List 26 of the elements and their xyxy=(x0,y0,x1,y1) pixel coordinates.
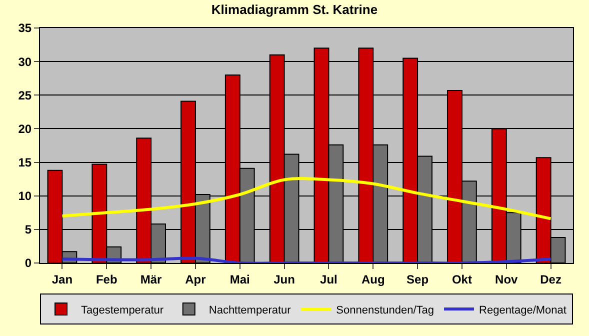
y-tick-label: 20 xyxy=(18,122,32,136)
line-series xyxy=(60,177,552,220)
chart-title: Klimadiagramm St. Katrine xyxy=(211,2,378,18)
y-tick-label: 10 xyxy=(18,189,32,204)
x-tick-label: Mär xyxy=(140,272,162,286)
legend-label: Nachttemperatur xyxy=(208,304,292,316)
x-tick-label: Nov xyxy=(495,272,518,286)
x-tick-label: Jun xyxy=(274,272,295,286)
legend-label: Regentage/Monat xyxy=(479,304,566,316)
x-tick-label: Feb xyxy=(96,272,118,286)
y-tick-label: 5 xyxy=(24,222,32,237)
x-tick-label: Aug xyxy=(361,272,385,286)
x-tick-label: Jul xyxy=(320,272,338,286)
y-tick-label: 35 xyxy=(18,21,32,36)
y-tick-label: 25 xyxy=(18,88,32,102)
legend-label: Tagestemperatur xyxy=(81,304,164,316)
y-tick-label: 0 xyxy=(24,256,32,270)
x-tick-label: Dez xyxy=(540,272,562,286)
y-tick-label: 30 xyxy=(18,54,32,69)
x-tick-label: Okt xyxy=(452,272,472,286)
x-tick-label: Mai xyxy=(230,272,250,286)
x-tick-label: Jan xyxy=(52,272,73,286)
x-tick-label: Sep xyxy=(406,272,429,286)
y-tick-label: 15 xyxy=(18,155,32,170)
legend-label: Sonnenstunden/Tag xyxy=(336,304,434,316)
x-tick-label: Apr xyxy=(185,272,206,286)
